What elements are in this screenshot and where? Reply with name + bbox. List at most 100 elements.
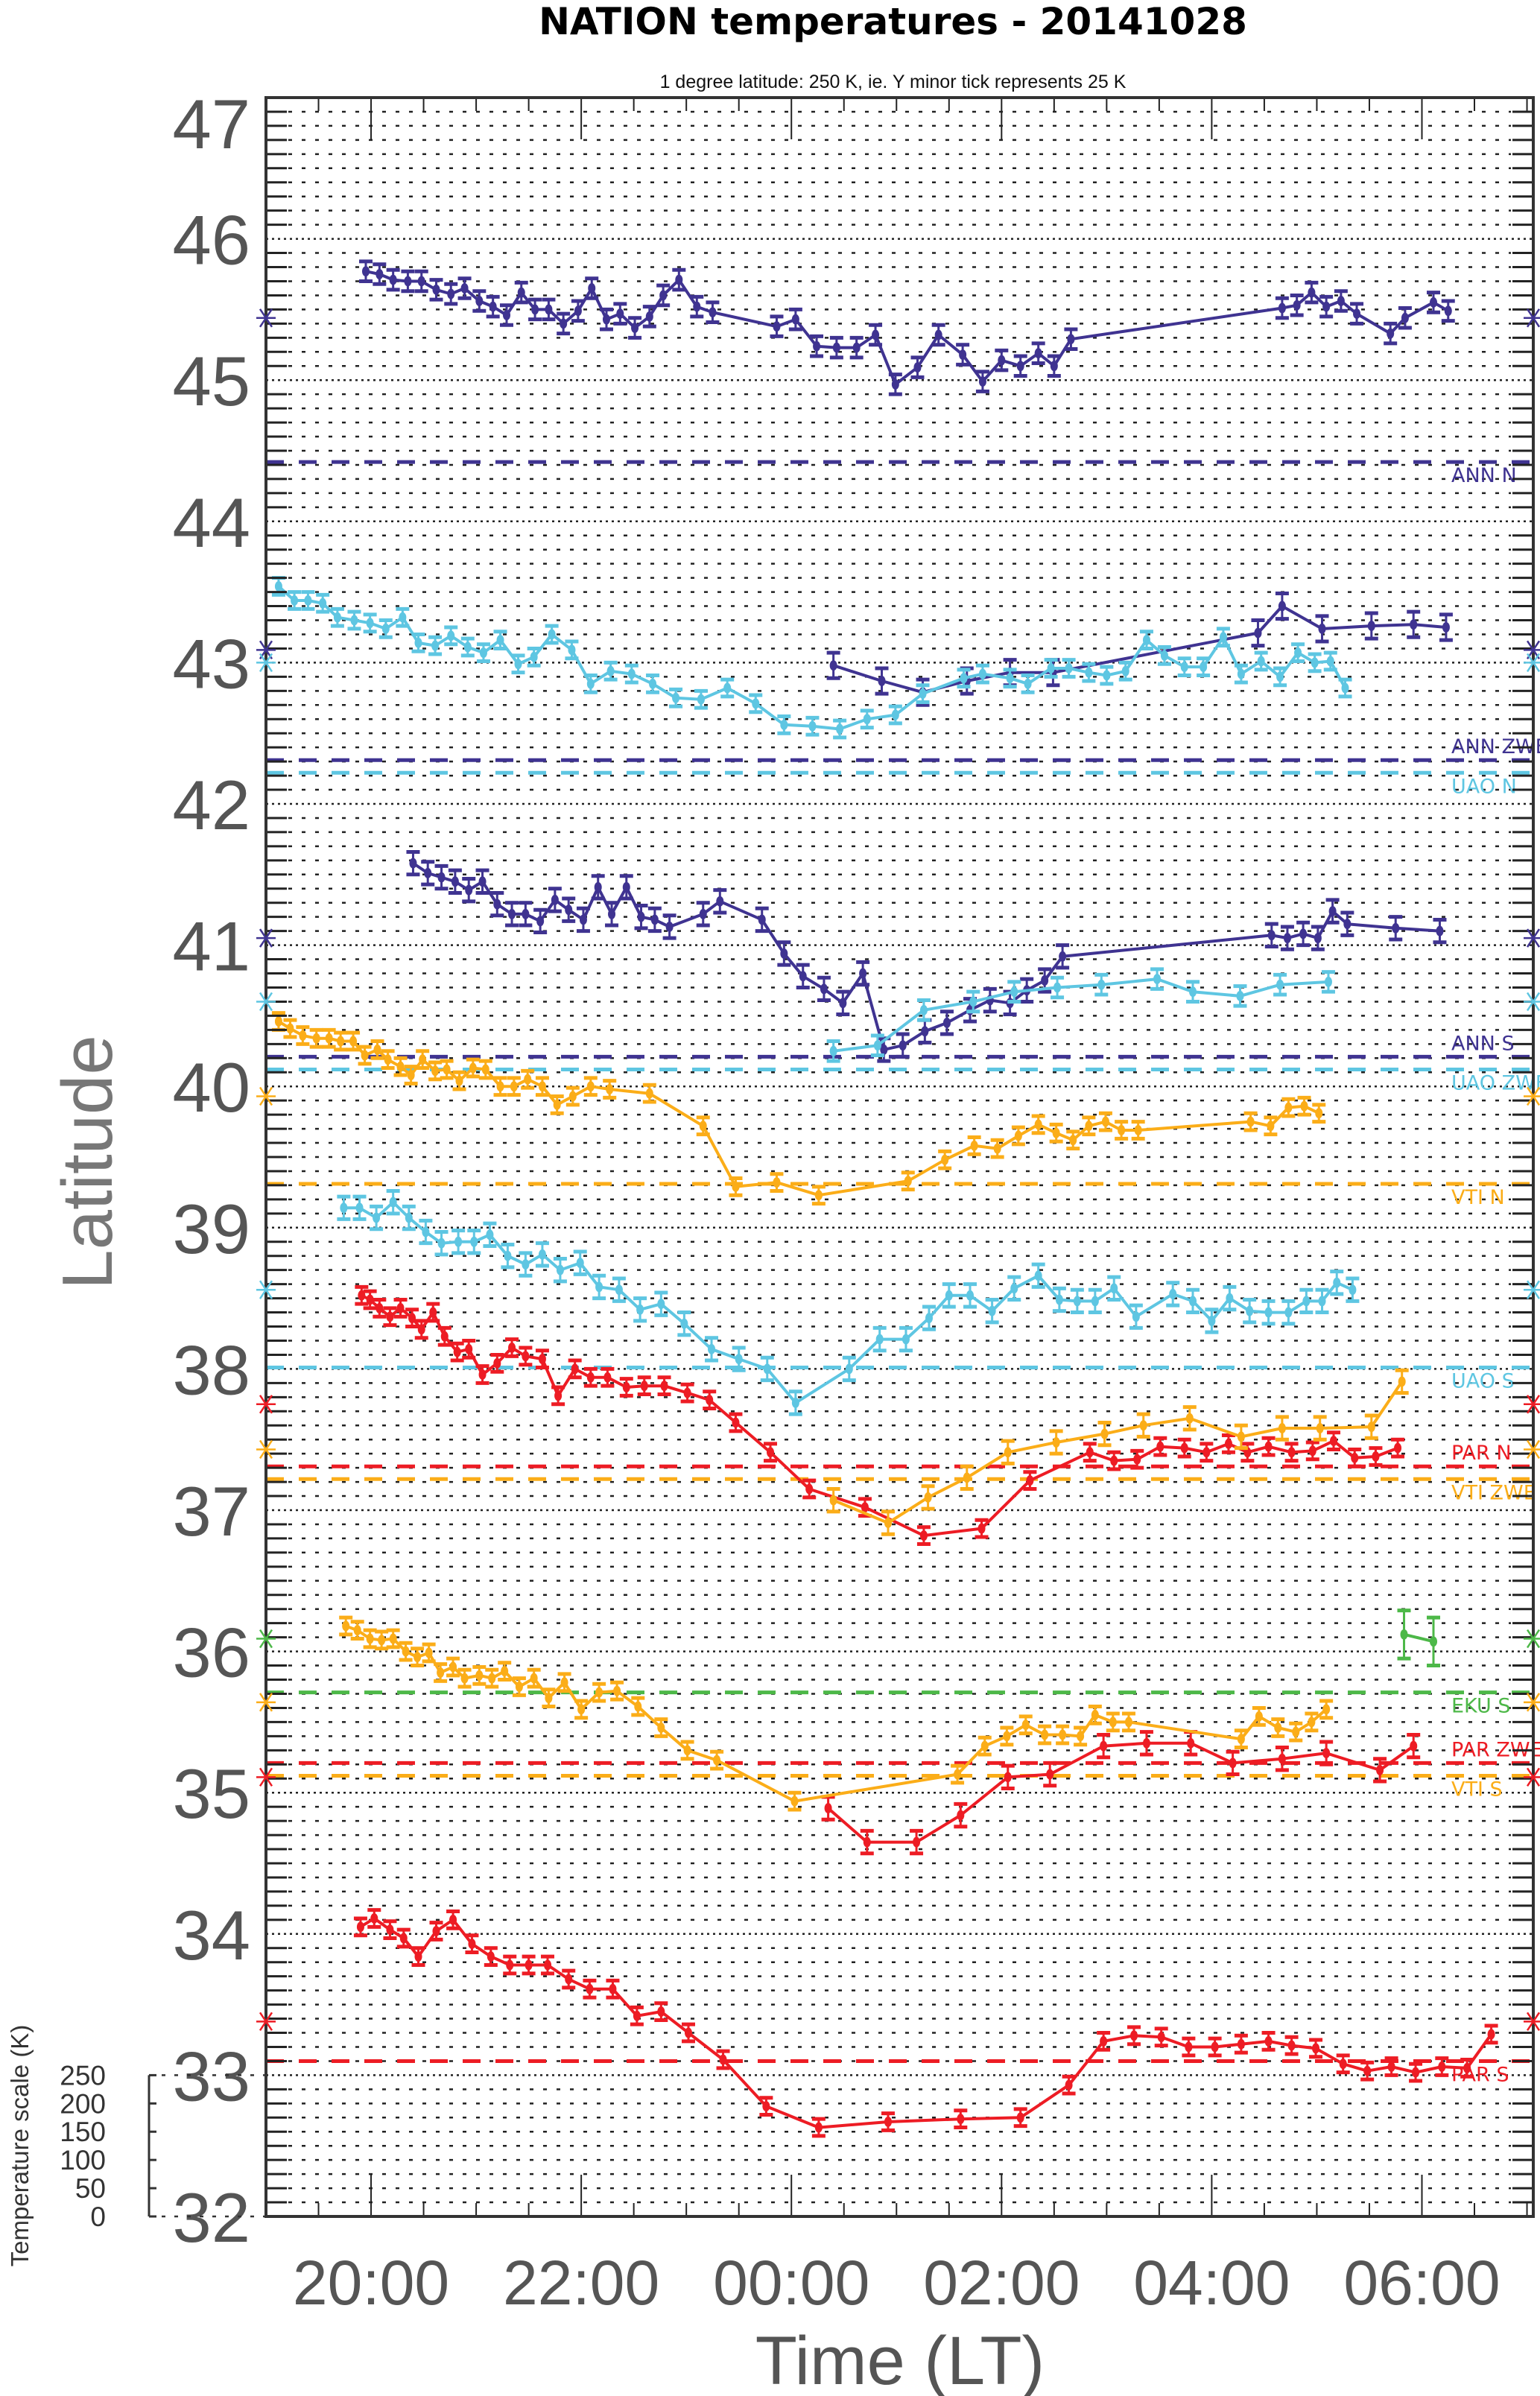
data-point	[680, 1318, 688, 1329]
asterisk-stroke	[1526, 1280, 1540, 1299]
asterisk-stroke	[259, 308, 273, 328]
data-point	[333, 612, 341, 623]
data-point	[1189, 1296, 1197, 1307]
data-point	[1351, 1452, 1359, 1463]
data-point	[1041, 975, 1049, 986]
data-point	[1287, 2040, 1296, 2051]
data-point	[1169, 1288, 1177, 1299]
asterisk-stroke	[259, 1767, 273, 1787]
data-point	[493, 898, 501, 910]
data-point	[954, 1769, 962, 1780]
data-point	[1316, 1423, 1324, 1434]
data-point	[941, 1154, 949, 1165]
x-axis-title: Time (LT)	[755, 2323, 1045, 2396]
data-point	[366, 1294, 374, 1305]
data-point	[1322, 301, 1331, 312]
data-point	[1302, 1296, 1311, 1307]
series-group	[271, 259, 1498, 2138]
data-point	[1200, 662, 1208, 673]
asterisk-stroke	[259, 1629, 273, 1649]
edge-marker-asterisk-icon	[256, 992, 276, 1012]
data-point	[1293, 300, 1301, 311]
reference-label: VTI N	[1451, 1186, 1505, 1209]
reference-label: UAO S	[1451, 1370, 1515, 1393]
series-line	[277, 1020, 1320, 1197]
series-uao-zwe	[826, 967, 1335, 1063]
series-uao-n	[271, 576, 1352, 740]
data-point	[404, 276, 412, 287]
data-point	[1208, 1315, 1216, 1326]
data-point	[425, 1647, 433, 1658]
data-point	[633, 2010, 641, 2021]
data-point	[634, 1701, 642, 1712]
edge-marker-asterisk-icon	[256, 1693, 276, 1712]
asterisk-stroke	[1526, 1395, 1540, 1414]
data-point	[376, 269, 384, 279]
data-point	[1118, 1124, 1126, 1135]
data-point	[820, 983, 828, 995]
series-vti-zwe	[826, 1368, 1409, 1536]
data-point	[502, 309, 510, 320]
data-point	[508, 908, 516, 919]
data-point	[1278, 600, 1286, 612]
data-point	[829, 1045, 837, 1056]
data-point	[1110, 1283, 1118, 1294]
data-point	[522, 1351, 530, 1362]
data-point	[683, 1745, 691, 1756]
data-point	[1264, 1441, 1273, 1452]
chart-title: NATION temperatures - 20141028	[539, 0, 1247, 43]
data-point	[657, 1722, 665, 1733]
data-point	[1046, 1769, 1054, 1780]
data-point	[1047, 662, 1055, 674]
data-point	[1014, 1130, 1022, 1141]
data-point	[1315, 1108, 1323, 1119]
data-point	[431, 1065, 440, 1077]
data-point	[554, 1390, 563, 1401]
data-point	[522, 1259, 530, 1270]
data-point	[1278, 1423, 1286, 1434]
data-point	[685, 2027, 692, 2038]
data-point	[650, 914, 659, 925]
data-point	[813, 340, 821, 352]
data-point	[977, 1523, 986, 1534]
data-point	[993, 1143, 1001, 1154]
data-point	[544, 1959, 551, 1971]
data-point	[373, 1044, 381, 1055]
data-point	[1189, 986, 1197, 998]
data-point	[1052, 1127, 1060, 1138]
data-point	[536, 916, 545, 927]
data-point	[1055, 1294, 1063, 1305]
data-point	[1185, 2041, 1193, 2053]
data-point	[616, 308, 624, 320]
data-point	[683, 1387, 691, 1398]
data-point	[1026, 1475, 1034, 1486]
data-point	[1283, 933, 1291, 944]
data-point	[437, 1237, 446, 1249]
data-point	[719, 2054, 727, 2065]
data-point	[342, 1620, 350, 1632]
data-point	[606, 1083, 614, 1094]
x-tick-label: 04:00	[1133, 2248, 1290, 2318]
data-point	[1300, 1100, 1308, 1112]
data-point	[405, 1212, 413, 1223]
data-point	[1326, 656, 1334, 667]
y-tick-label: 43	[172, 624, 250, 703]
data-point	[396, 1302, 405, 1313]
data-point	[1004, 1772, 1012, 1783]
data-point	[659, 290, 668, 301]
asterisk-stroke	[259, 1086, 273, 1106]
data-point	[1142, 1737, 1150, 1749]
y-tick-label: 35	[172, 1755, 250, 1833]
data-point	[475, 296, 484, 307]
data-point	[350, 615, 358, 626]
data-point	[286, 1023, 294, 1034]
data-point	[762, 2101, 770, 2112]
y-tick-label: 33	[172, 2037, 250, 2115]
data-point	[829, 660, 837, 671]
data-point	[565, 904, 573, 916]
data-point	[672, 692, 680, 703]
data-point	[417, 1324, 425, 1335]
data-point	[1211, 2041, 1219, 2053]
data-point	[481, 1064, 489, 1075]
data-point	[1016, 361, 1024, 372]
